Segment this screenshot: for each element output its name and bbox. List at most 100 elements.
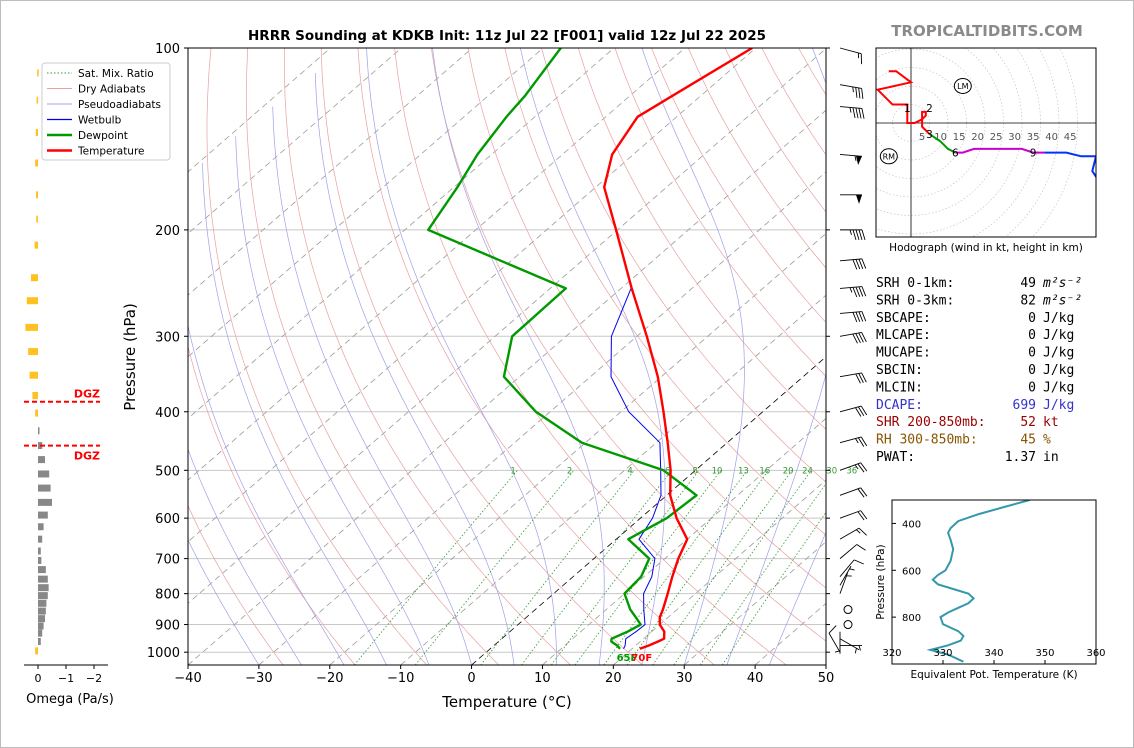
barb-flag (861, 372, 867, 383)
hodograph-height-label: 3 (926, 129, 933, 141)
barb-half-flag (858, 645, 861, 651)
omega-bar (38, 456, 45, 464)
wind-barb (839, 436, 868, 447)
barb-flag (855, 259, 861, 270)
index-name: MLCAPE: (876, 328, 931, 343)
index-name: SRH 0-1km: (876, 276, 954, 291)
storm-motion-rm-label: RM (883, 152, 896, 161)
dry-adiabat (357, 48, 715, 665)
barb-flag (858, 229, 863, 241)
moist-adiabat (202, 162, 387, 665)
omega-bar (38, 622, 44, 630)
omega-bar (34, 241, 38, 249)
omega-bar (37, 69, 39, 77)
barb-flag (861, 332, 867, 342)
wind-barbs (828, 47, 868, 654)
omega-bar (38, 637, 41, 645)
barb-staff (839, 84, 862, 89)
moist-adiabat (520, 48, 666, 665)
barb-staff (839, 258, 862, 262)
wetbulb-trace (610, 288, 662, 650)
legend-label: Dewpoint (78, 130, 128, 142)
index-value: 0 (1028, 380, 1036, 395)
wind-barb (839, 559, 864, 577)
hodograph-height-label: 2 (926, 103, 933, 115)
barb-pennant (855, 155, 862, 166)
x-tick-label: −10 (387, 671, 414, 686)
mixing-ratio-line (353, 470, 518, 665)
dry-adiabat (467, 48, 826, 589)
index-value: 699 (1013, 398, 1036, 413)
theta-e-xlabel: Equivalent Pot. Temperature (K) (910, 669, 1077, 681)
barb-half-flag (852, 86, 854, 93)
y-tick-label: 900 (155, 619, 180, 634)
barb-flag (861, 88, 864, 99)
theta-e-ytick-label: 600 (902, 566, 921, 577)
omega-bar (38, 599, 47, 607)
barb-flag (856, 544, 866, 551)
wind-barb (839, 487, 868, 498)
barb-flag (855, 229, 860, 241)
omega-bar (38, 592, 48, 600)
moist-adiabat (188, 448, 302, 665)
omega-panel: Omega (Pa/s) 0 −1 −2 DGZ DGZ (24, 69, 114, 707)
omega-bar (31, 274, 38, 282)
index-unit: m²s⁻² (1042, 293, 1082, 308)
hodograph-trace-segment (955, 147, 1045, 154)
barb-staff (839, 47, 862, 55)
hodograph-ring-label: 35 (1027, 132, 1040, 143)
dry-adiabat (761, 48, 826, 156)
calm-wind-marker (843, 605, 853, 615)
wind-barb (839, 527, 867, 540)
omega-bar (38, 511, 48, 519)
hodograph-ring-label: 10 (934, 132, 947, 143)
barb-staff (839, 286, 862, 289)
y-tick-label: 1000 (147, 646, 180, 661)
barb-half-flag (857, 52, 859, 59)
wind-barb (840, 194, 862, 204)
dry-adiabat (430, 48, 826, 642)
barb-flag (857, 488, 865, 498)
barb-flag (860, 510, 868, 520)
omega-bar (38, 584, 49, 592)
barb-flag (857, 437, 865, 447)
barb-flag (853, 559, 864, 565)
mixing-ratio-label: 2 (567, 467, 572, 477)
omega-bar (38, 607, 46, 615)
wind-barb (839, 286, 867, 298)
hodograph-height-label: 1 (904, 103, 911, 115)
hodograph-ring-label: 45 (1064, 132, 1077, 143)
barb-half-flag (846, 575, 852, 577)
barb-flag (858, 286, 864, 297)
dgz-label: DGZ (74, 388, 100, 401)
index-unit: J/kg (1043, 380, 1074, 395)
theta-e-xtick-label: 360 (1086, 648, 1105, 659)
index-value: 52 (1020, 415, 1036, 430)
index-value: 0 (1028, 363, 1036, 378)
index-unit: in (1043, 450, 1059, 465)
index-value: 45 (1020, 433, 1036, 448)
theta-e-xtick-label: 320 (882, 648, 901, 659)
barb-staff (839, 436, 862, 444)
hodograph-plot: 5 10 15 20 25 30 35 40 45 1 2 3 6 9 LM RM (876, 48, 1096, 237)
index-unit: kt (1043, 415, 1059, 430)
wind-barb (839, 258, 867, 270)
x-axis-label: Temperature (°C) (441, 693, 571, 711)
mixing-ratio-label: 30 (826, 467, 837, 477)
barb-flag (860, 405, 868, 416)
omega-bar (25, 323, 38, 331)
barb-staff (828, 632, 841, 653)
theta-e-ylabel: Pressure (hPa) (875, 544, 887, 619)
skewt-frame (187, 47, 827, 666)
barb-half-flag (856, 529, 861, 534)
barb-flag (855, 407, 862, 417)
barb-staff (839, 559, 855, 577)
barb-flag (857, 463, 865, 473)
barb-flag (857, 406, 865, 416)
wind-barb (828, 625, 841, 653)
wind-barb (839, 510, 868, 521)
moist-adiabat (188, 323, 345, 665)
omega-bar (38, 566, 46, 574)
legend-label: Sat. Mix. Ratio (78, 68, 154, 80)
